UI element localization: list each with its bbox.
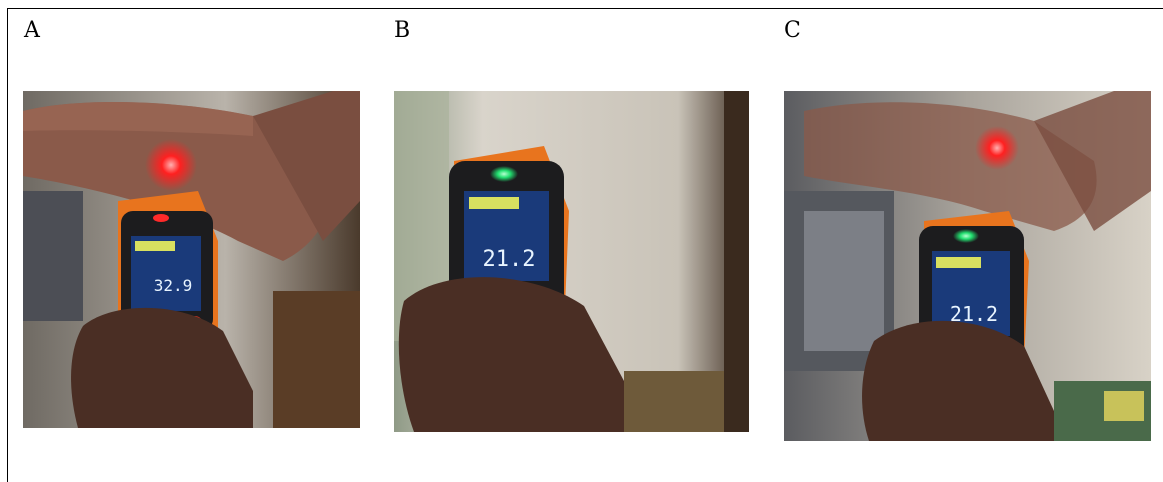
photo-c-image: 21.2: [784, 91, 1151, 441]
panel-label-c: C: [784, 18, 801, 43]
panel-label-a: A: [24, 18, 40, 43]
display-reading-a: 32.9: [154, 276, 193, 295]
laser-dot-a: [145, 139, 197, 191]
panel-label-b: B: [394, 18, 411, 43]
photo-a: 32.9: [23, 91, 360, 428]
border-top: [7, 8, 1163, 9]
photo-c: 21.2: [784, 91, 1151, 441]
photo-b: 21.2: [394, 91, 749, 432]
indicator-light-c: [953, 229, 979, 243]
border-left: [7, 8, 8, 482]
laser-dot-c: [975, 126, 1019, 170]
display-reading-b: 21.2: [483, 247, 536, 272]
photo-b-image: 21.2: [394, 91, 749, 432]
photo-a-image: 32.9: [23, 91, 360, 428]
indicator-light-b: [490, 166, 518, 182]
